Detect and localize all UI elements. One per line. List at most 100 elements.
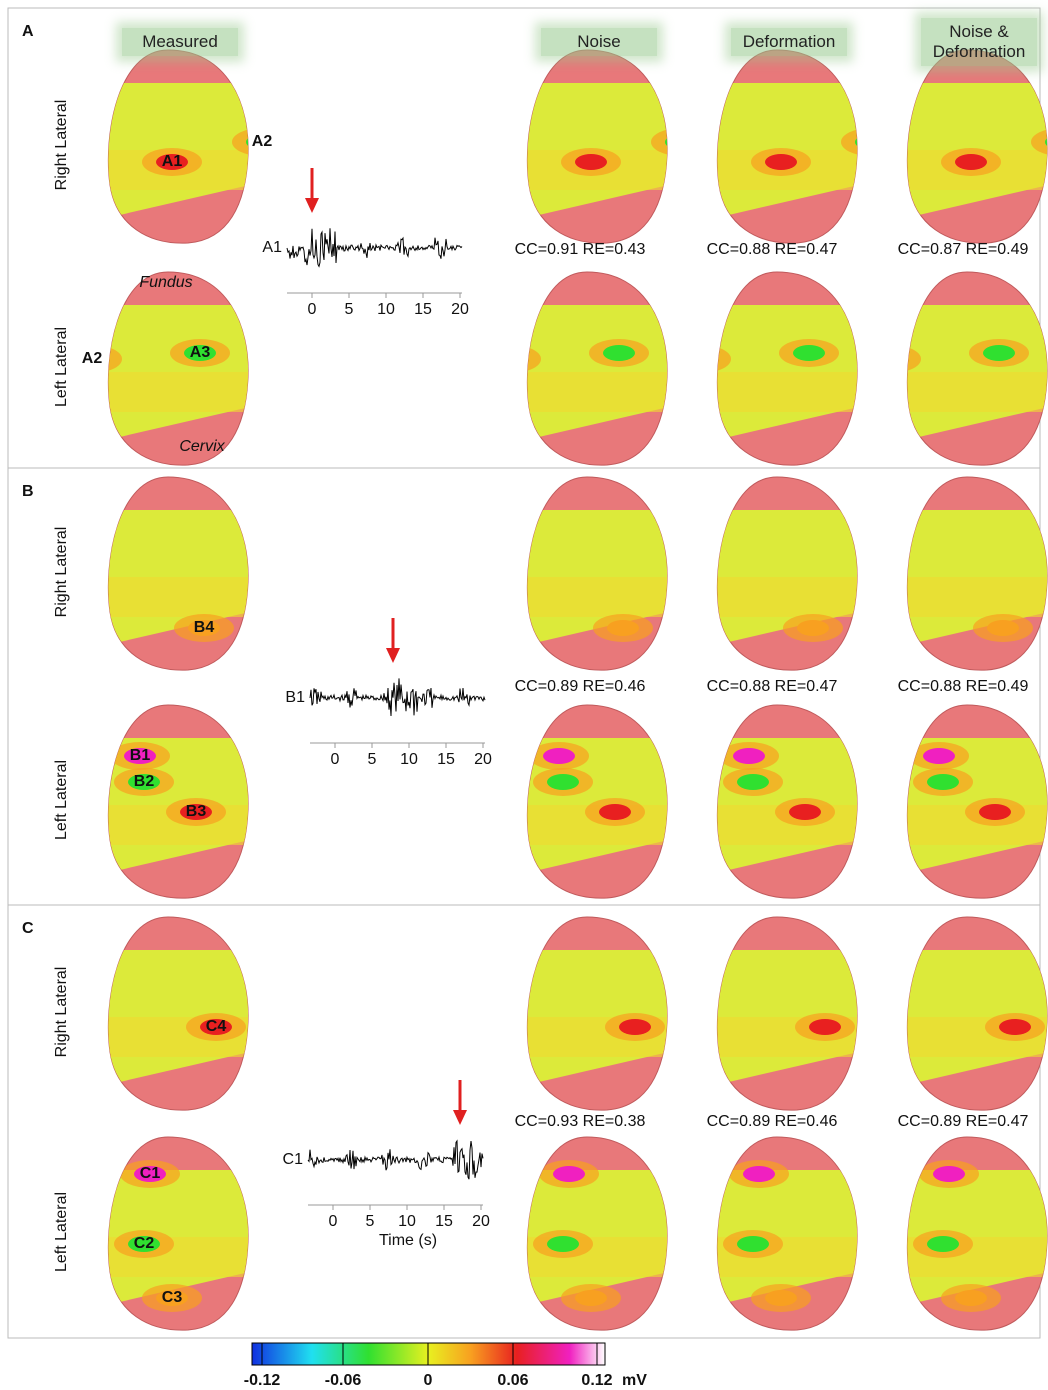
panel-label: B bbox=[22, 483, 34, 500]
uterus-map bbox=[481, 272, 677, 465]
figure-canvas: ARight LateralLeft LateralA1A2A2A3Fundus… bbox=[0, 0, 1048, 1390]
signal-trace bbox=[310, 678, 485, 716]
trace-tick-label: 15 bbox=[437, 751, 455, 768]
blob-core bbox=[603, 345, 635, 361]
uterus-map bbox=[517, 477, 677, 670]
metric-label: CC=0.89 RE=0.47 bbox=[898, 1113, 1029, 1130]
trace-tick-label: 10 bbox=[400, 751, 418, 768]
panel-label: A bbox=[22, 23, 34, 40]
marker-label: C3 bbox=[162, 1289, 183, 1306]
blob-core bbox=[543, 748, 575, 764]
trace-tick-label: 10 bbox=[398, 1213, 416, 1230]
blob-core bbox=[547, 1236, 579, 1252]
column-header: Noise bbox=[541, 28, 657, 56]
arrow-head bbox=[305, 198, 319, 213]
row-label: Left Lateral bbox=[53, 1192, 70, 1272]
metric-label: CC=0.88 RE=0.47 bbox=[707, 678, 838, 695]
arrow-head bbox=[386, 648, 400, 663]
uterus-map bbox=[517, 50, 711, 243]
colorbar-unit: mV bbox=[622, 1372, 647, 1389]
anatomy-label: Cervix bbox=[179, 438, 225, 455]
metric-label: CC=0.91 RE=0.43 bbox=[515, 241, 646, 258]
blob-core bbox=[855, 134, 887, 150]
blob-core bbox=[927, 1236, 959, 1252]
blob-core bbox=[733, 748, 765, 764]
uterus-map bbox=[897, 50, 1048, 243]
blob-core bbox=[927, 774, 959, 790]
column-header: Noise & Deformation bbox=[921, 18, 1037, 66]
uterus-map bbox=[517, 1137, 677, 1330]
blob-core bbox=[599, 804, 631, 820]
trace-label: C1 bbox=[283, 1151, 304, 1168]
blob-core bbox=[793, 345, 825, 361]
signal-trace bbox=[308, 1141, 483, 1179]
column-header: Measured bbox=[122, 28, 238, 56]
trace-tick-label: 15 bbox=[435, 1213, 453, 1230]
blob bbox=[481, 345, 541, 373]
row-label: Right Lateral bbox=[53, 527, 70, 618]
signal-trace bbox=[287, 228, 462, 266]
blob-core bbox=[575, 154, 607, 170]
trace-axis-label: Time (s) bbox=[379, 1232, 437, 1249]
trace-label: B1 bbox=[285, 689, 305, 706]
row-label: Left Lateral bbox=[53, 760, 70, 840]
trace-tick-label: 20 bbox=[474, 751, 492, 768]
metric-label: CC=0.87 RE=0.49 bbox=[898, 241, 1029, 258]
blob-core bbox=[983, 345, 1015, 361]
figure: ARight LateralLeft LateralA1A2A2A3Fundus… bbox=[0, 0, 1048, 1390]
marker-label: C1 bbox=[140, 1165, 161, 1182]
marker-label: B2 bbox=[134, 773, 155, 790]
anatomy-label: Fundus bbox=[139, 274, 192, 291]
panel-label: C bbox=[22, 920, 34, 937]
blob-core bbox=[737, 1236, 769, 1252]
uterus-map bbox=[897, 477, 1048, 670]
band-lower bbox=[707, 577, 867, 617]
uterus-map bbox=[707, 50, 901, 243]
marker-label: B4 bbox=[194, 619, 215, 636]
marker-label: A2 bbox=[252, 133, 273, 150]
blob-core bbox=[765, 154, 797, 170]
metric-label: CC=0.93 RE=0.38 bbox=[515, 1113, 646, 1130]
uterus-map bbox=[861, 272, 1048, 465]
uterus-map bbox=[98, 477, 258, 670]
blob-core bbox=[797, 620, 829, 636]
uterus-map bbox=[897, 705, 1048, 898]
band-lower bbox=[98, 577, 258, 617]
trace-label: A1 bbox=[262, 239, 282, 256]
uterus-map bbox=[707, 917, 867, 1110]
potential-band bbox=[897, 510, 1048, 647]
column-header: Deformation bbox=[731, 28, 847, 56]
row-label: Right Lateral bbox=[53, 967, 70, 1058]
uterus-map bbox=[707, 705, 867, 898]
blob bbox=[671, 345, 731, 373]
uterus-map bbox=[707, 1137, 867, 1330]
metric-label: CC=0.89 RE=0.46 bbox=[515, 678, 646, 695]
metric-label: CC=0.88 RE=0.47 bbox=[707, 241, 838, 258]
band-lower bbox=[517, 372, 677, 412]
arrow-head bbox=[453, 1110, 467, 1125]
blob-core bbox=[789, 804, 821, 820]
uterus-map bbox=[671, 272, 867, 465]
blob-core bbox=[607, 620, 639, 636]
marker-label: B3 bbox=[186, 803, 207, 820]
uterus-map bbox=[897, 1137, 1048, 1330]
blob-core bbox=[999, 1019, 1031, 1035]
blob-core bbox=[547, 774, 579, 790]
band-lower bbox=[897, 577, 1048, 617]
uterus-map bbox=[707, 477, 867, 670]
blob-core bbox=[553, 1166, 585, 1182]
uterus-map bbox=[517, 917, 677, 1110]
marker-label: C2 bbox=[134, 1235, 155, 1252]
colorbar-tick-label: -0.06 bbox=[325, 1372, 362, 1389]
blob-core bbox=[933, 1166, 965, 1182]
marker-label: A1 bbox=[162, 153, 183, 170]
trace-tick-label: 5 bbox=[345, 301, 354, 318]
metric-label: CC=0.89 RE=0.46 bbox=[707, 1113, 838, 1130]
marker-label: A2 bbox=[82, 350, 103, 367]
uterus-map bbox=[897, 917, 1048, 1110]
trace-tick-label: 0 bbox=[329, 1213, 338, 1230]
marker-label: C4 bbox=[206, 1018, 227, 1035]
trace-tick-label: 20 bbox=[472, 1213, 490, 1230]
row-label: Left Lateral bbox=[53, 327, 70, 407]
blob-core bbox=[765, 1290, 797, 1306]
